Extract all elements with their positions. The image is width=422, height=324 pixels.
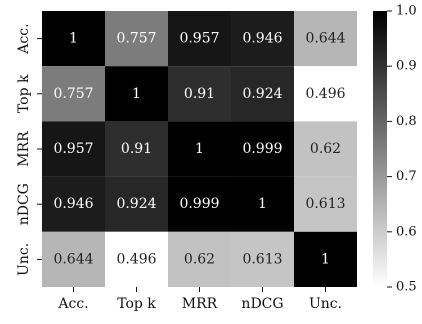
y-tick-label: MRR	[16, 131, 32, 167]
heatmap-cell	[231, 231, 294, 287]
heatmap-cell	[42, 66, 105, 122]
colorbar-tick-label: 0.5	[396, 280, 417, 295]
colorbar-tick-label: 0.6	[396, 224, 417, 239]
heatmap-cell	[105, 66, 168, 122]
cell-value-label: 1	[258, 196, 267, 212]
heatmap-cell	[294, 11, 357, 67]
cell-value-label: 0.613	[242, 251, 282, 267]
heatmap-cell	[231, 11, 294, 67]
x-tick-label: Acc.	[57, 296, 88, 312]
x-tick-label: MRR	[182, 296, 218, 312]
cell-value-label: 0.946	[53, 196, 93, 212]
heatmap-cell	[168, 176, 231, 232]
cell-value-label: 0.644	[53, 251, 93, 267]
cell-value-label: 0.757	[53, 86, 93, 102]
heatmap-cell	[168, 121, 231, 177]
y-tick-label: Top k	[16, 74, 32, 113]
cell-value-label: 0.946	[242, 31, 282, 47]
cell-value-label: 0.957	[53, 141, 93, 157]
heatmap-cell	[105, 231, 168, 287]
colorbar-tick-label: 0.7	[396, 169, 417, 184]
heatmap-cell	[294, 231, 357, 287]
cell-value-label: 0.644	[305, 31, 345, 47]
colorbar-tick-label: 1.0	[396, 4, 417, 19]
cell-value-label: 0.496	[116, 251, 156, 267]
cell-value-label: 0.757	[116, 31, 156, 47]
heatmap-cell	[105, 11, 168, 67]
cell-value-label: 1	[195, 141, 204, 157]
x-tick-label: Top k	[117, 296, 156, 312]
x-tick-label: nDCG	[241, 296, 283, 312]
cell-value-label: 0.62	[184, 251, 215, 267]
heatmap-cell	[105, 176, 168, 232]
cell-value-label: 0.924	[116, 196, 156, 212]
heatmap-cell	[42, 231, 105, 287]
cell-value-label: 0.999	[242, 141, 282, 157]
x-axis: Acc. Top k MRR nDCG Unc.	[57, 287, 342, 312]
heatmap-cell	[231, 176, 294, 232]
heatmap-cell	[168, 66, 231, 122]
colorbar-tick-label: 0.9	[396, 59, 417, 74]
cell-value-label: 0.999	[179, 196, 219, 212]
heatmap-cell	[42, 176, 105, 232]
cell-value-label: 0.924	[242, 86, 282, 102]
y-tick-label: nDCG	[16, 183, 32, 225]
heatmap-cell	[42, 11, 105, 67]
cell-value-label: 1	[69, 31, 78, 47]
x-tick-label: Unc.	[309, 296, 342, 312]
cell-value-label: 1	[132, 86, 141, 102]
heatmap-cell	[294, 176, 357, 232]
cell-value-label: 0.91	[121, 141, 152, 157]
cell-value-label: 0.496	[305, 86, 345, 102]
heatmap-cell	[168, 231, 231, 287]
y-tick-label: Acc.	[16, 23, 32, 54]
heatmap-cell	[231, 121, 294, 177]
heatmap-cells: 1 0.757 0.957 0.946 0.644 0.757 1 0.91 0.924 0.49…	[42, 11, 357, 287]
heatmap-cell	[105, 121, 168, 177]
colorbar: 0.5 0.6 0.7 0.8 0.9 1.0	[373, 4, 417, 295]
heatmap-cell	[42, 121, 105, 177]
heatmap-cell	[168, 11, 231, 67]
cell-value-label: 0.91	[184, 86, 215, 102]
heatmap-cell	[294, 66, 357, 122]
cell-value-label: 0.957	[179, 31, 219, 47]
cell-value-label: 0.62	[310, 141, 341, 157]
colorbar-gradient	[373, 11, 387, 287]
y-tick-label: Unc.	[16, 243, 32, 276]
heatmap-cell	[294, 121, 357, 177]
cell-value-label: 1	[321, 251, 330, 267]
cell-value-label: 0.613	[305, 196, 345, 212]
colorbar-tick-label: 0.8	[396, 114, 417, 129]
y-axis: Acc. Top k MRR nDCG Unc.	[16, 23, 42, 276]
heatmap-cell	[231, 66, 294, 122]
